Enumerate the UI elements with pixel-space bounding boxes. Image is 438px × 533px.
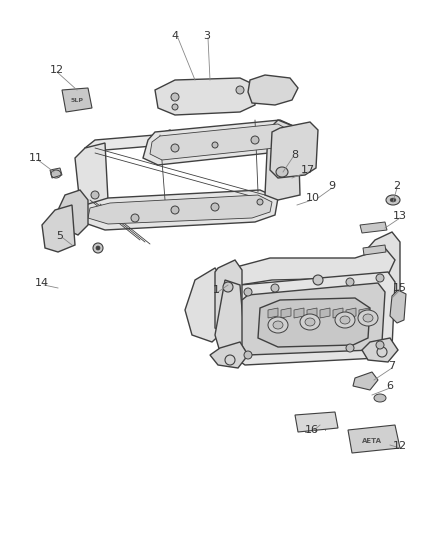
Ellipse shape	[271, 284, 279, 292]
Polygon shape	[362, 338, 398, 362]
Polygon shape	[150, 124, 292, 160]
Polygon shape	[88, 195, 272, 224]
Ellipse shape	[390, 198, 396, 202]
Ellipse shape	[363, 314, 373, 322]
Polygon shape	[333, 308, 343, 318]
Text: 14: 14	[35, 278, 49, 288]
Polygon shape	[75, 143, 108, 210]
Polygon shape	[320, 308, 330, 318]
Ellipse shape	[244, 351, 252, 359]
Ellipse shape	[300, 314, 320, 330]
Ellipse shape	[212, 142, 218, 148]
Ellipse shape	[257, 199, 263, 205]
Polygon shape	[50, 168, 62, 178]
Ellipse shape	[172, 104, 178, 110]
Text: 5: 5	[57, 231, 64, 241]
Text: 12: 12	[50, 65, 64, 75]
Polygon shape	[268, 308, 278, 318]
Text: 11: 11	[29, 153, 43, 163]
Polygon shape	[348, 425, 400, 453]
Text: 6: 6	[386, 381, 393, 391]
Ellipse shape	[96, 246, 100, 250]
Polygon shape	[360, 222, 387, 233]
Polygon shape	[215, 280, 245, 358]
Polygon shape	[143, 120, 298, 165]
Polygon shape	[346, 308, 356, 318]
Text: 9: 9	[328, 181, 336, 191]
Ellipse shape	[251, 136, 259, 144]
Ellipse shape	[305, 318, 315, 326]
Polygon shape	[307, 308, 317, 318]
Polygon shape	[270, 122, 318, 178]
Polygon shape	[82, 190, 278, 230]
Text: 3: 3	[204, 31, 211, 41]
Polygon shape	[363, 245, 386, 255]
Text: 1: 1	[212, 285, 219, 295]
Text: 10: 10	[306, 193, 320, 203]
Polygon shape	[42, 205, 75, 252]
Text: 12: 12	[393, 441, 407, 451]
Polygon shape	[225, 248, 395, 285]
Polygon shape	[265, 120, 300, 200]
Polygon shape	[295, 412, 338, 432]
Polygon shape	[368, 232, 400, 302]
Ellipse shape	[358, 310, 378, 326]
Ellipse shape	[313, 275, 323, 285]
Ellipse shape	[91, 191, 99, 199]
Text: 4: 4	[171, 31, 179, 41]
Polygon shape	[155, 78, 255, 115]
Polygon shape	[215, 260, 242, 335]
Ellipse shape	[236, 86, 244, 94]
Ellipse shape	[171, 144, 179, 152]
Text: 8: 8	[291, 150, 299, 160]
Polygon shape	[390, 290, 406, 323]
Ellipse shape	[374, 394, 386, 402]
Polygon shape	[235, 272, 395, 365]
Ellipse shape	[171, 206, 179, 214]
Ellipse shape	[376, 274, 384, 282]
Ellipse shape	[93, 243, 103, 253]
Polygon shape	[85, 130, 175, 158]
Ellipse shape	[223, 282, 233, 292]
Ellipse shape	[244, 288, 252, 296]
Ellipse shape	[131, 214, 139, 222]
Polygon shape	[210, 342, 248, 368]
Ellipse shape	[340, 316, 350, 324]
Ellipse shape	[346, 344, 354, 352]
Polygon shape	[281, 308, 291, 318]
Text: 16: 16	[305, 425, 319, 435]
Text: 2: 2	[393, 181, 401, 191]
Polygon shape	[294, 308, 304, 318]
Ellipse shape	[268, 317, 288, 333]
Text: 15: 15	[393, 283, 407, 293]
Ellipse shape	[386, 195, 400, 205]
Polygon shape	[242, 283, 385, 355]
Polygon shape	[62, 88, 92, 112]
Text: 7: 7	[389, 361, 396, 371]
Polygon shape	[248, 75, 298, 105]
Ellipse shape	[376, 341, 384, 349]
Text: 17: 17	[301, 165, 315, 175]
Ellipse shape	[273, 321, 283, 329]
Text: 13: 13	[393, 211, 407, 221]
Polygon shape	[359, 308, 369, 318]
Polygon shape	[185, 268, 225, 342]
Polygon shape	[353, 372, 378, 390]
Ellipse shape	[335, 312, 355, 328]
Text: 5LP: 5LP	[71, 98, 84, 102]
Text: AETA: AETA	[362, 438, 382, 444]
Ellipse shape	[346, 278, 354, 286]
Ellipse shape	[276, 167, 288, 177]
Polygon shape	[58, 190, 88, 235]
Ellipse shape	[171, 93, 179, 101]
Ellipse shape	[211, 203, 219, 211]
Polygon shape	[258, 298, 370, 347]
